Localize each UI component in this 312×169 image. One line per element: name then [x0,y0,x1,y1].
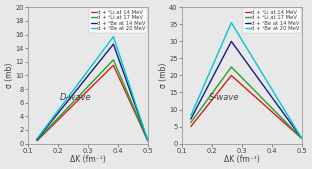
d + ⁶Li at 17 MeV [35,139,39,141]
d + ⁶Li at 17 MeV [146,140,150,142]
Line: d + ⁶Li at 14 MeV: d + ⁶Li at 14 MeV [37,65,148,141]
Y-axis label: σ (mb): σ (mb) [5,63,14,88]
d + ⁶Li at 14 MeV [35,140,39,142]
Line: d + ⁶Li at 17 MeV: d + ⁶Li at 17 MeV [37,60,148,141]
Text: D-wave: D-wave [60,93,92,102]
d + ⁶Li at 17 MeV [300,137,304,139]
Line: d + ⁶Be at 20 MeV: d + ⁶Be at 20 MeV [37,37,148,141]
d + ⁶Be at 20 MeV [146,140,150,142]
Legend: d + ⁶Li at 14 MeV, d + ⁶Li at 17 MeV, d + ⁶Be at 14 MeV, d + ⁶Be at 20 MeV: d + ⁶Li at 14 MeV, d + ⁶Li at 17 MeV, d … [243,8,301,33]
d + ⁶Be at 20 MeV [189,115,193,117]
d + ⁶Li at 14 MeV [146,140,150,142]
Line: d + ⁶Li at 17 MeV: d + ⁶Li at 17 MeV [191,67,302,138]
X-axis label: ΔK (fm⁻¹): ΔK (fm⁻¹) [70,155,106,164]
d + ⁶Be at 14 MeV [146,140,150,142]
Line: d + ⁶Be at 20 MeV: d + ⁶Be at 20 MeV [191,23,302,138]
Legend: d + ⁶Li at 14 MeV, d + ⁶Li at 17 MeV, d + ⁶Be at 14 MeV, d + ⁶Be at 20 MeV: d + ⁶Li at 14 MeV, d + ⁶Li at 17 MeV, d … [89,8,147,33]
Line: d + ⁶Be at 14 MeV: d + ⁶Be at 14 MeV [37,44,148,141]
d + ⁶Be at 14 MeV [189,118,193,120]
d + ⁶Li at 17 MeV [111,59,115,61]
d + ⁶Li at 14 MeV [189,126,193,128]
d + ⁶Be at 20 MeV [35,138,39,140]
d + ⁶Be at 20 MeV [229,22,233,24]
d + ⁶Li at 14 MeV [111,64,115,66]
d + ⁶Li at 14 MeV [300,137,304,139]
Line: d + ⁶Be at 14 MeV: d + ⁶Be at 14 MeV [191,41,302,138]
d + ⁶Li at 14 MeV [229,75,233,77]
Line: d + ⁶Li at 14 MeV: d + ⁶Li at 14 MeV [191,76,302,138]
d + ⁶Be at 20 MeV [111,36,115,38]
d + ⁶Be at 14 MeV [229,40,233,42]
d + ⁶Be at 14 MeV [111,43,115,45]
d + ⁶Li at 17 MeV [189,122,193,124]
d + ⁶Be at 20 MeV [300,137,304,139]
d + ⁶Be at 14 MeV [35,138,39,140]
d + ⁶Be at 14 MeV [300,137,304,139]
X-axis label: ΔK (fm⁻¹): ΔK (fm⁻¹) [224,155,260,164]
Text: S-wave: S-wave [209,93,239,102]
d + ⁶Li at 17 MeV [229,66,233,68]
Y-axis label: σ (mb): σ (mb) [159,63,168,88]
